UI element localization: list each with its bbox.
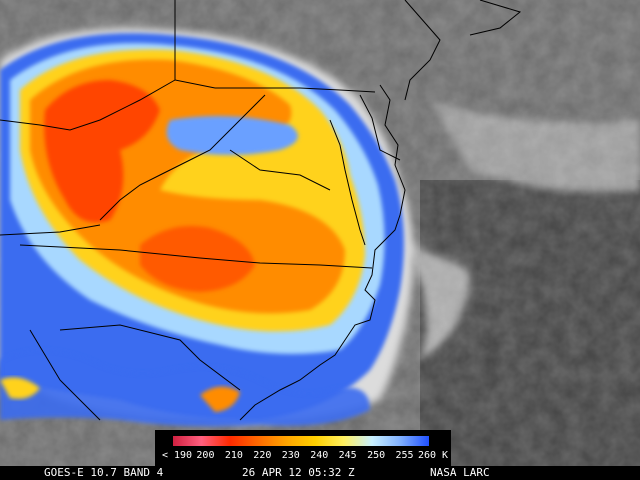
legend-tick-2: 210	[224, 450, 243, 461]
state-line-tn-ky	[0, 224, 101, 236]
state-line-ny-nj	[404, 0, 441, 101]
temperature-legend: < 190 200 210 220 230 240 245 250 255 260 K	[155, 430, 451, 466]
timestamp-label: 26 APR 12 05:32 Z	[242, 466, 355, 479]
state-line-ohio	[0, 79, 176, 131]
state-line-md-pa	[215, 87, 376, 93]
va-interior	[229, 149, 331, 191]
legend-tick-8: 255	[395, 450, 414, 461]
state-line-ct	[469, 0, 522, 36]
legend-tick-0: < 190	[161, 450, 193, 461]
credit-label: NASA LARC	[430, 466, 490, 479]
cloud-orange-patch-south	[200, 386, 240, 412]
chesapeake-bay	[329, 119, 366, 246]
boundary-lines	[0, 0, 522, 421]
satellite-band-label: GOES-E 10.7 BAND 4	[44, 466, 164, 479]
cloud-red-core-northwest	[44, 80, 160, 223]
cloud-gap-blue	[166, 116, 298, 155]
legend-tick-6: 245	[338, 450, 357, 461]
coastline	[239, 84, 406, 421]
state-line-wv-va	[99, 94, 266, 221]
legend-tick-labels: < 190 200 210 220 230 240 245 250 255 260 K	[155, 450, 451, 462]
legend-tick-7: 250	[367, 450, 386, 461]
image-caption-bar: GOES-E 10.7 BAND 4 26 APR 12 05:32 Z NAS…	[0, 466, 640, 480]
cloud-scattered-southwest	[0, 350, 370, 427]
legend-color-bar	[173, 436, 429, 446]
cloud-red-core-south	[140, 226, 255, 292]
state-line-ga-sc	[29, 329, 101, 421]
legend-tick-5: 240	[310, 450, 329, 461]
legend-tick-4: 230	[281, 450, 300, 461]
legend-tick-1: 200	[196, 450, 215, 461]
cloud-yellow-patch-sw	[0, 377, 40, 399]
state-line-sc-nc	[59, 324, 241, 391]
infrared-map	[0, 0, 640, 466]
delaware-line	[359, 94, 401, 161]
legend-tick-3: 220	[253, 450, 272, 461]
legend-tick-9: 260 K	[417, 450, 449, 461]
state-line-nc-va	[19, 244, 373, 269]
